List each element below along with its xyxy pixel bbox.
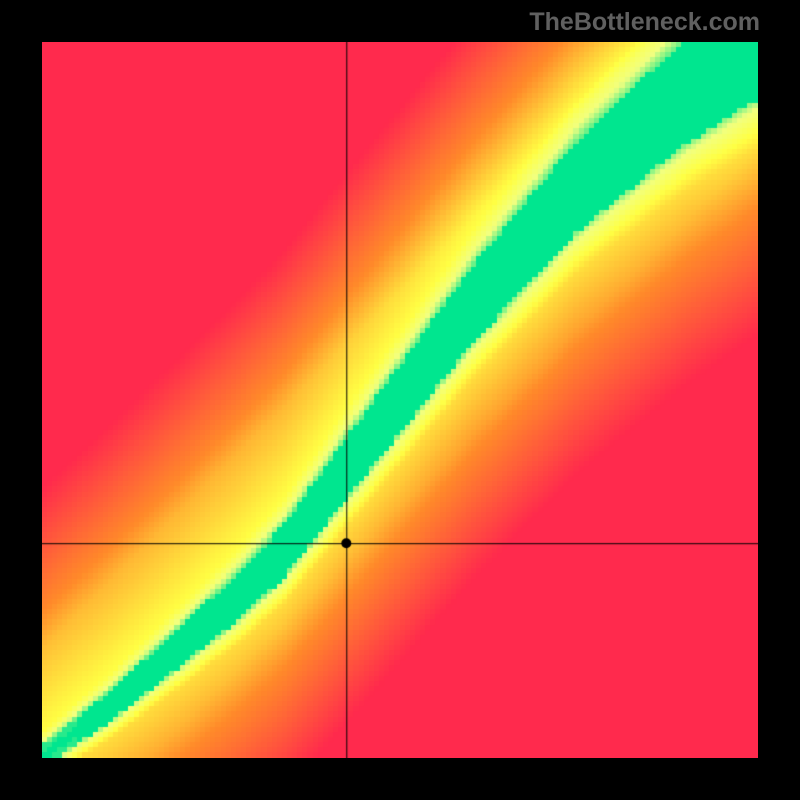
heatmap-canvas <box>42 42 758 758</box>
chart-container: TheBottleneck.com <box>0 0 800 800</box>
watermark-text: TheBottleneck.com <box>529 8 760 37</box>
